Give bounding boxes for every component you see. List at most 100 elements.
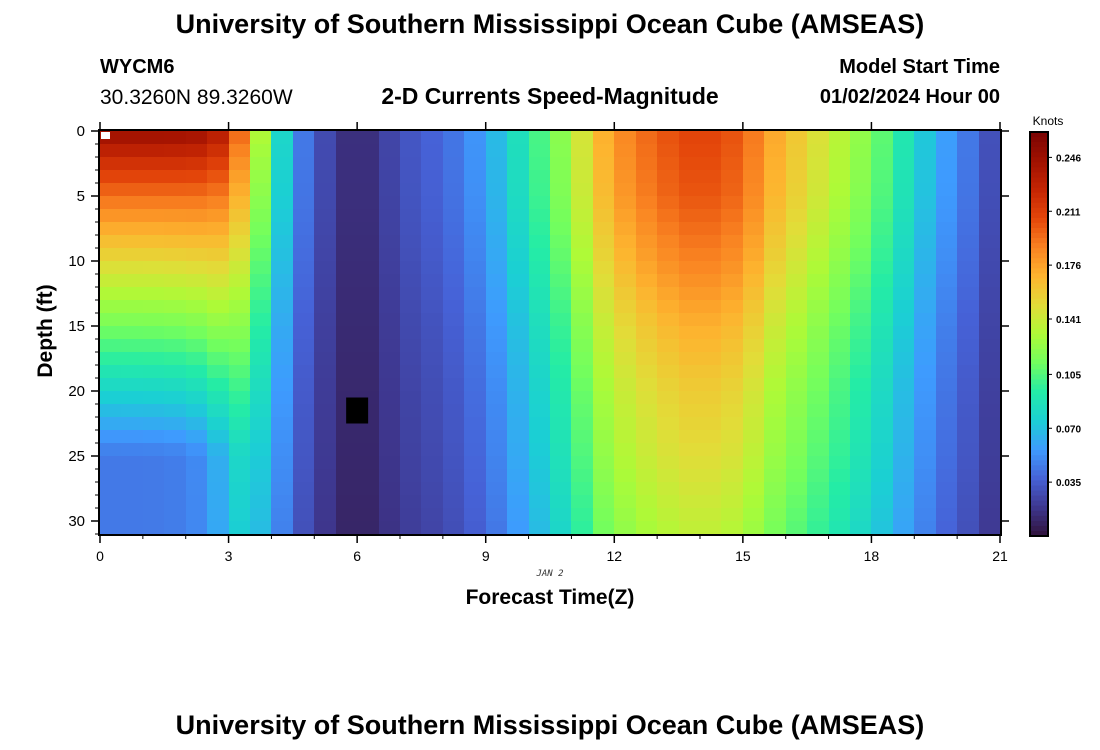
heatmap-cell	[893, 495, 915, 509]
heatmap-cell	[636, 391, 658, 405]
heatmap-cell	[850, 482, 872, 496]
heatmap-cell	[336, 300, 358, 314]
heatmap-cell	[979, 495, 1001, 509]
heatmap-cell	[486, 300, 508, 314]
heatmap-cell	[271, 352, 294, 366]
heatmap-cell	[764, 404, 787, 418]
y-tick-label: 25	[68, 448, 85, 465]
plot-frame	[98, 129, 1002, 536]
heatmap-cell	[357, 300, 380, 314]
heatmap-cell	[121, 313, 144, 327]
heatmap-cell	[721, 495, 744, 509]
heatmap-cell	[914, 430, 937, 444]
heatmap-cell	[507, 274, 530, 288]
heatmap-cell	[143, 274, 165, 288]
heatmap-cell	[186, 352, 208, 366]
heatmap-cell	[379, 469, 401, 483]
heatmap-cell	[164, 378, 187, 392]
heatmap-cell	[207, 339, 230, 353]
heatmap-cell	[164, 443, 187, 457]
colorbar-segment	[1030, 293, 1048, 300]
heatmap-cell	[593, 261, 615, 275]
heatmap-cell	[143, 430, 165, 444]
heatmap-cell	[164, 196, 187, 210]
heatmap-cell	[443, 274, 465, 288]
heatmap-cell	[164, 170, 187, 184]
heatmap-cell	[207, 404, 230, 418]
heatmap-cell	[486, 430, 508, 444]
heatmap-cell	[979, 482, 1001, 496]
heatmap-cell	[121, 287, 144, 301]
heatmap-cell	[636, 196, 658, 210]
heatmap-cell	[293, 365, 315, 379]
heatmap-cell	[829, 456, 851, 470]
heatmap-cell	[229, 326, 251, 340]
heatmap-cell	[807, 482, 830, 496]
colorbar-segment	[1030, 525, 1048, 532]
heatmap-cell	[379, 157, 401, 171]
heatmap-cell	[850, 209, 872, 223]
heatmap-cell	[679, 183, 701, 197]
colorbar-segment	[1030, 157, 1048, 163]
heatmap-cell	[486, 248, 508, 262]
heatmap-cell	[314, 404, 337, 418]
heatmap-cell	[400, 326, 422, 340]
heatmap-cell	[893, 196, 915, 210]
heatmap-cell	[357, 378, 380, 392]
heatmap-cell	[100, 326, 122, 340]
heatmap-cell	[357, 261, 380, 275]
heatmap-cell	[464, 144, 487, 158]
heatmap-cell	[207, 300, 230, 314]
heatmap-cell	[914, 391, 937, 405]
heatmap-cell	[679, 378, 701, 392]
heatmap-cell	[143, 196, 165, 210]
heatmap-cell	[914, 417, 937, 431]
heatmap-cell	[357, 365, 380, 379]
heatmap-cell	[400, 144, 422, 158]
heatmap-cell	[914, 131, 937, 145]
heatmap-cell	[379, 209, 401, 223]
heatmap-cell	[229, 404, 251, 418]
heatmap-cell	[229, 196, 251, 210]
heatmap-cell	[207, 456, 230, 470]
heatmap-cell	[614, 430, 637, 444]
x-tick-label: 15	[735, 548, 751, 564]
x-tick-label: 12	[606, 548, 622, 564]
heatmap-cell	[957, 495, 980, 509]
heatmap-cell	[679, 417, 701, 431]
heatmap-cell	[764, 508, 787, 522]
heatmap-cell	[700, 157, 722, 171]
heatmap-cell	[550, 300, 572, 314]
heatmap-cell	[271, 365, 294, 379]
heatmap-cell	[721, 222, 744, 236]
heatmap-cell	[893, 456, 915, 470]
heatmap-cell	[571, 430, 594, 444]
heatmap-cell	[143, 170, 165, 184]
heatmap-cell	[829, 131, 851, 145]
heatmap-cell	[957, 404, 980, 418]
heatmap-cell	[100, 495, 122, 509]
heatmap-cell	[571, 261, 594, 275]
heatmap-cell	[250, 183, 272, 197]
heatmap-cell	[186, 248, 208, 262]
heatmap-cell	[293, 391, 315, 405]
heatmap-cell	[679, 495, 701, 509]
heatmap-cell	[700, 430, 722, 444]
heatmap-cell	[121, 378, 144, 392]
heatmap-cell	[786, 378, 808, 392]
heatmap-cell	[357, 196, 380, 210]
heatmap-cell	[507, 144, 530, 158]
heatmap-cell	[293, 300, 315, 314]
heatmap-cell	[271, 131, 294, 145]
heatmap-cell	[936, 404, 958, 418]
heatmap-cell	[464, 339, 487, 353]
heatmap-cell	[186, 222, 208, 236]
heatmap-cell	[893, 404, 915, 418]
heatmap-cell	[421, 183, 444, 197]
heatmap-cell	[486, 144, 508, 158]
heatmap-cell	[164, 313, 187, 327]
heatmap-cell	[207, 365, 230, 379]
heatmap-cell	[721, 235, 744, 249]
heatmap-cell	[636, 404, 658, 418]
heatmap-cell	[893, 352, 915, 366]
